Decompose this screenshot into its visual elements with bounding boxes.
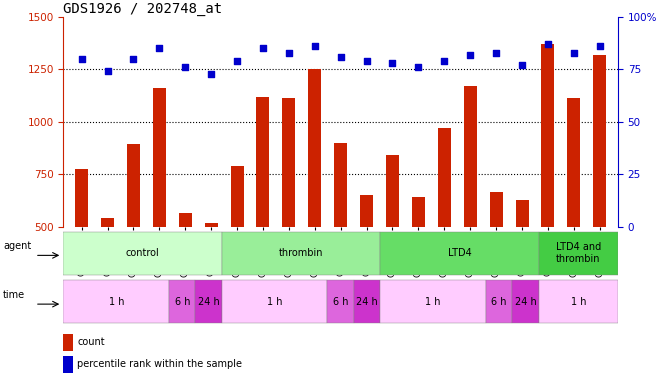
Bar [486, 280, 512, 324]
Bar [222, 231, 380, 275]
Text: 1 h: 1 h [108, 297, 124, 307]
Text: percentile rank within the sample: percentile rank within the sample [77, 359, 242, 369]
Point [283, 50, 294, 55]
Point [335, 54, 346, 60]
Bar [516, 200, 528, 227]
Bar [101, 219, 114, 227]
Point [361, 58, 372, 64]
Bar [63, 334, 73, 351]
Point [102, 69, 113, 75]
Point [491, 50, 502, 55]
Point [568, 50, 579, 55]
Bar [63, 231, 222, 275]
Text: 6 h: 6 h [174, 297, 190, 307]
Point [258, 45, 269, 51]
Bar [204, 223, 218, 227]
Bar [438, 128, 451, 227]
Bar [179, 213, 192, 227]
Bar [354, 280, 380, 324]
Text: 24 h: 24 h [356, 297, 378, 307]
Bar [386, 156, 399, 227]
Text: 1 h: 1 h [570, 297, 586, 307]
Bar [360, 195, 373, 227]
Bar [196, 280, 222, 324]
Point [180, 64, 190, 70]
Text: 1 h: 1 h [267, 297, 283, 307]
Text: time: time [3, 290, 25, 300]
Point [206, 70, 216, 76]
Point [154, 45, 165, 51]
Point [516, 62, 527, 68]
Point [232, 58, 242, 64]
Text: 24 h: 24 h [198, 297, 220, 307]
Bar [257, 97, 269, 227]
Point [309, 43, 320, 49]
Text: thrombin: thrombin [279, 248, 323, 258]
Bar [169, 280, 196, 324]
Bar [512, 280, 538, 324]
Bar [542, 44, 554, 227]
Point [439, 58, 450, 64]
Bar [490, 192, 502, 227]
Bar [222, 280, 327, 324]
Bar [127, 144, 140, 227]
Bar [538, 280, 618, 324]
Bar [380, 280, 486, 324]
Bar [464, 86, 477, 227]
Bar [63, 280, 169, 324]
Point [542, 41, 553, 47]
Text: 24 h: 24 h [514, 297, 536, 307]
Point [595, 43, 605, 49]
Bar [380, 231, 538, 275]
Bar [309, 69, 321, 227]
Point [387, 60, 398, 66]
Text: count: count [77, 337, 105, 347]
Text: control: control [126, 248, 160, 258]
Bar [538, 231, 618, 275]
Bar [283, 98, 295, 227]
Bar [412, 198, 425, 227]
Bar [153, 88, 166, 227]
Text: LTD4: LTD4 [448, 248, 472, 258]
Text: 6 h: 6 h [333, 297, 349, 307]
Text: 1 h: 1 h [426, 297, 441, 307]
Text: GDS1926 / 202748_at: GDS1926 / 202748_at [63, 2, 222, 16]
Text: 6 h: 6 h [492, 297, 507, 307]
Point [76, 56, 87, 62]
Point [413, 64, 424, 70]
Bar [567, 98, 580, 227]
Text: LTD4 and
thrombin: LTD4 and thrombin [556, 242, 601, 264]
Bar [593, 55, 607, 227]
Point [465, 52, 476, 58]
Bar [75, 169, 88, 227]
Bar [63, 356, 73, 373]
Bar [334, 143, 347, 227]
Text: agent: agent [3, 242, 31, 251]
Bar [327, 280, 354, 324]
Point [128, 56, 139, 62]
Bar [230, 166, 244, 227]
